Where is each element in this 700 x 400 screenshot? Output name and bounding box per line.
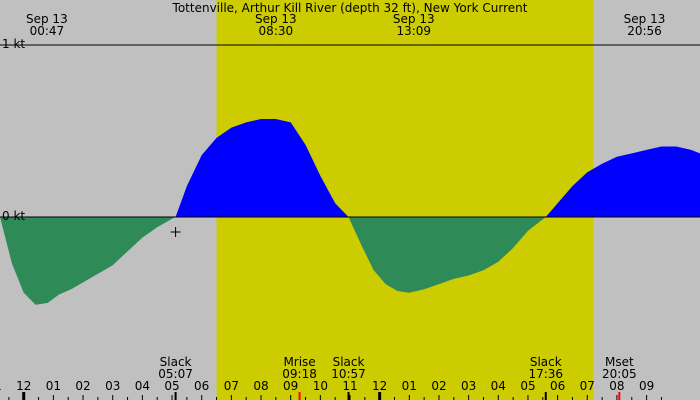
flood-area (175, 119, 349, 217)
event-name: Slack (333, 355, 365, 369)
event-time: 09:18 (282, 367, 317, 381)
event-time: 10:57 (331, 367, 366, 381)
event-name: Slack (160, 355, 192, 369)
chart-title: Tottenville, Arthur Kill River (depth 32… (172, 1, 528, 15)
hour-tick-label: 01 (402, 379, 417, 393)
hour-tick-label: 12 (372, 379, 387, 393)
hour-tick-label: 04 (135, 379, 150, 393)
hour-tick-label: 08 (609, 379, 624, 393)
top-label-time: 08:30 (259, 24, 294, 38)
hour-tick-label: 11 (342, 379, 357, 393)
event-name: Mrise (283, 355, 315, 369)
hour-tick-label: 03 (461, 379, 476, 393)
hour-tick-label: 07 (224, 379, 239, 393)
current-areas (0, 119, 700, 305)
hour-tick-label: 03 (105, 379, 120, 393)
hour-tick-label: 05 (520, 379, 535, 393)
top-label-date: Sep 13 (393, 12, 435, 26)
event-time: 20:05 (602, 367, 637, 381)
hour-tick-label: 06 (550, 379, 565, 393)
hour-tick-label: 06 (194, 379, 209, 393)
hour-tick-label: 01 (46, 379, 61, 393)
ebb-area (0, 217, 176, 305)
hour-axis: 11 12 01 02 03 04 05 06 07 08 09 10 11 12 01 02 03 04 05 06… (0, 379, 662, 400)
hour-tick-label: 02 (431, 379, 446, 393)
top-label-time: 13:09 (396, 24, 431, 38)
y-axis-label: 0 kt (2, 209, 25, 223)
event-name: Slack (530, 355, 562, 369)
hour-tick-label: 09 (639, 379, 654, 393)
top-label-time: 00:47 (30, 24, 65, 38)
event-name: Mset (605, 355, 634, 369)
hour-tick-label: 08 (253, 379, 268, 393)
hour-tick-label: 10 (313, 379, 328, 393)
top-label-time: 20:56 (627, 24, 662, 38)
hour-tick-label: 04 (491, 379, 506, 393)
event-time: 05:07 (158, 367, 193, 381)
y-axis-label: 1 kt (2, 37, 25, 51)
top-label-date: Sep 13 (624, 12, 666, 26)
flood-area (545, 146, 700, 217)
hour-tick-label: 07 (580, 379, 595, 393)
hour-tick-label: 02 (75, 379, 90, 393)
hour-tick-label: 11 (0, 379, 2, 393)
baselines (0, 44, 700, 218)
hour-tick-label: 05 (164, 379, 179, 393)
ebb-area (348, 217, 546, 293)
event-labels: Slack05:07Mrise09:18Slack10:57Slack17:36… (158, 355, 637, 400)
top-label-date: Sep 13 (26, 12, 68, 26)
event-time: 17:36 (528, 367, 563, 381)
top-label-date: Sep 13 (255, 12, 297, 26)
hour-tick-label: 09 (283, 379, 298, 393)
y-axis-labels: 1 kt 0 kt (2, 37, 181, 237)
hour-tick-label: 12 (16, 379, 31, 393)
